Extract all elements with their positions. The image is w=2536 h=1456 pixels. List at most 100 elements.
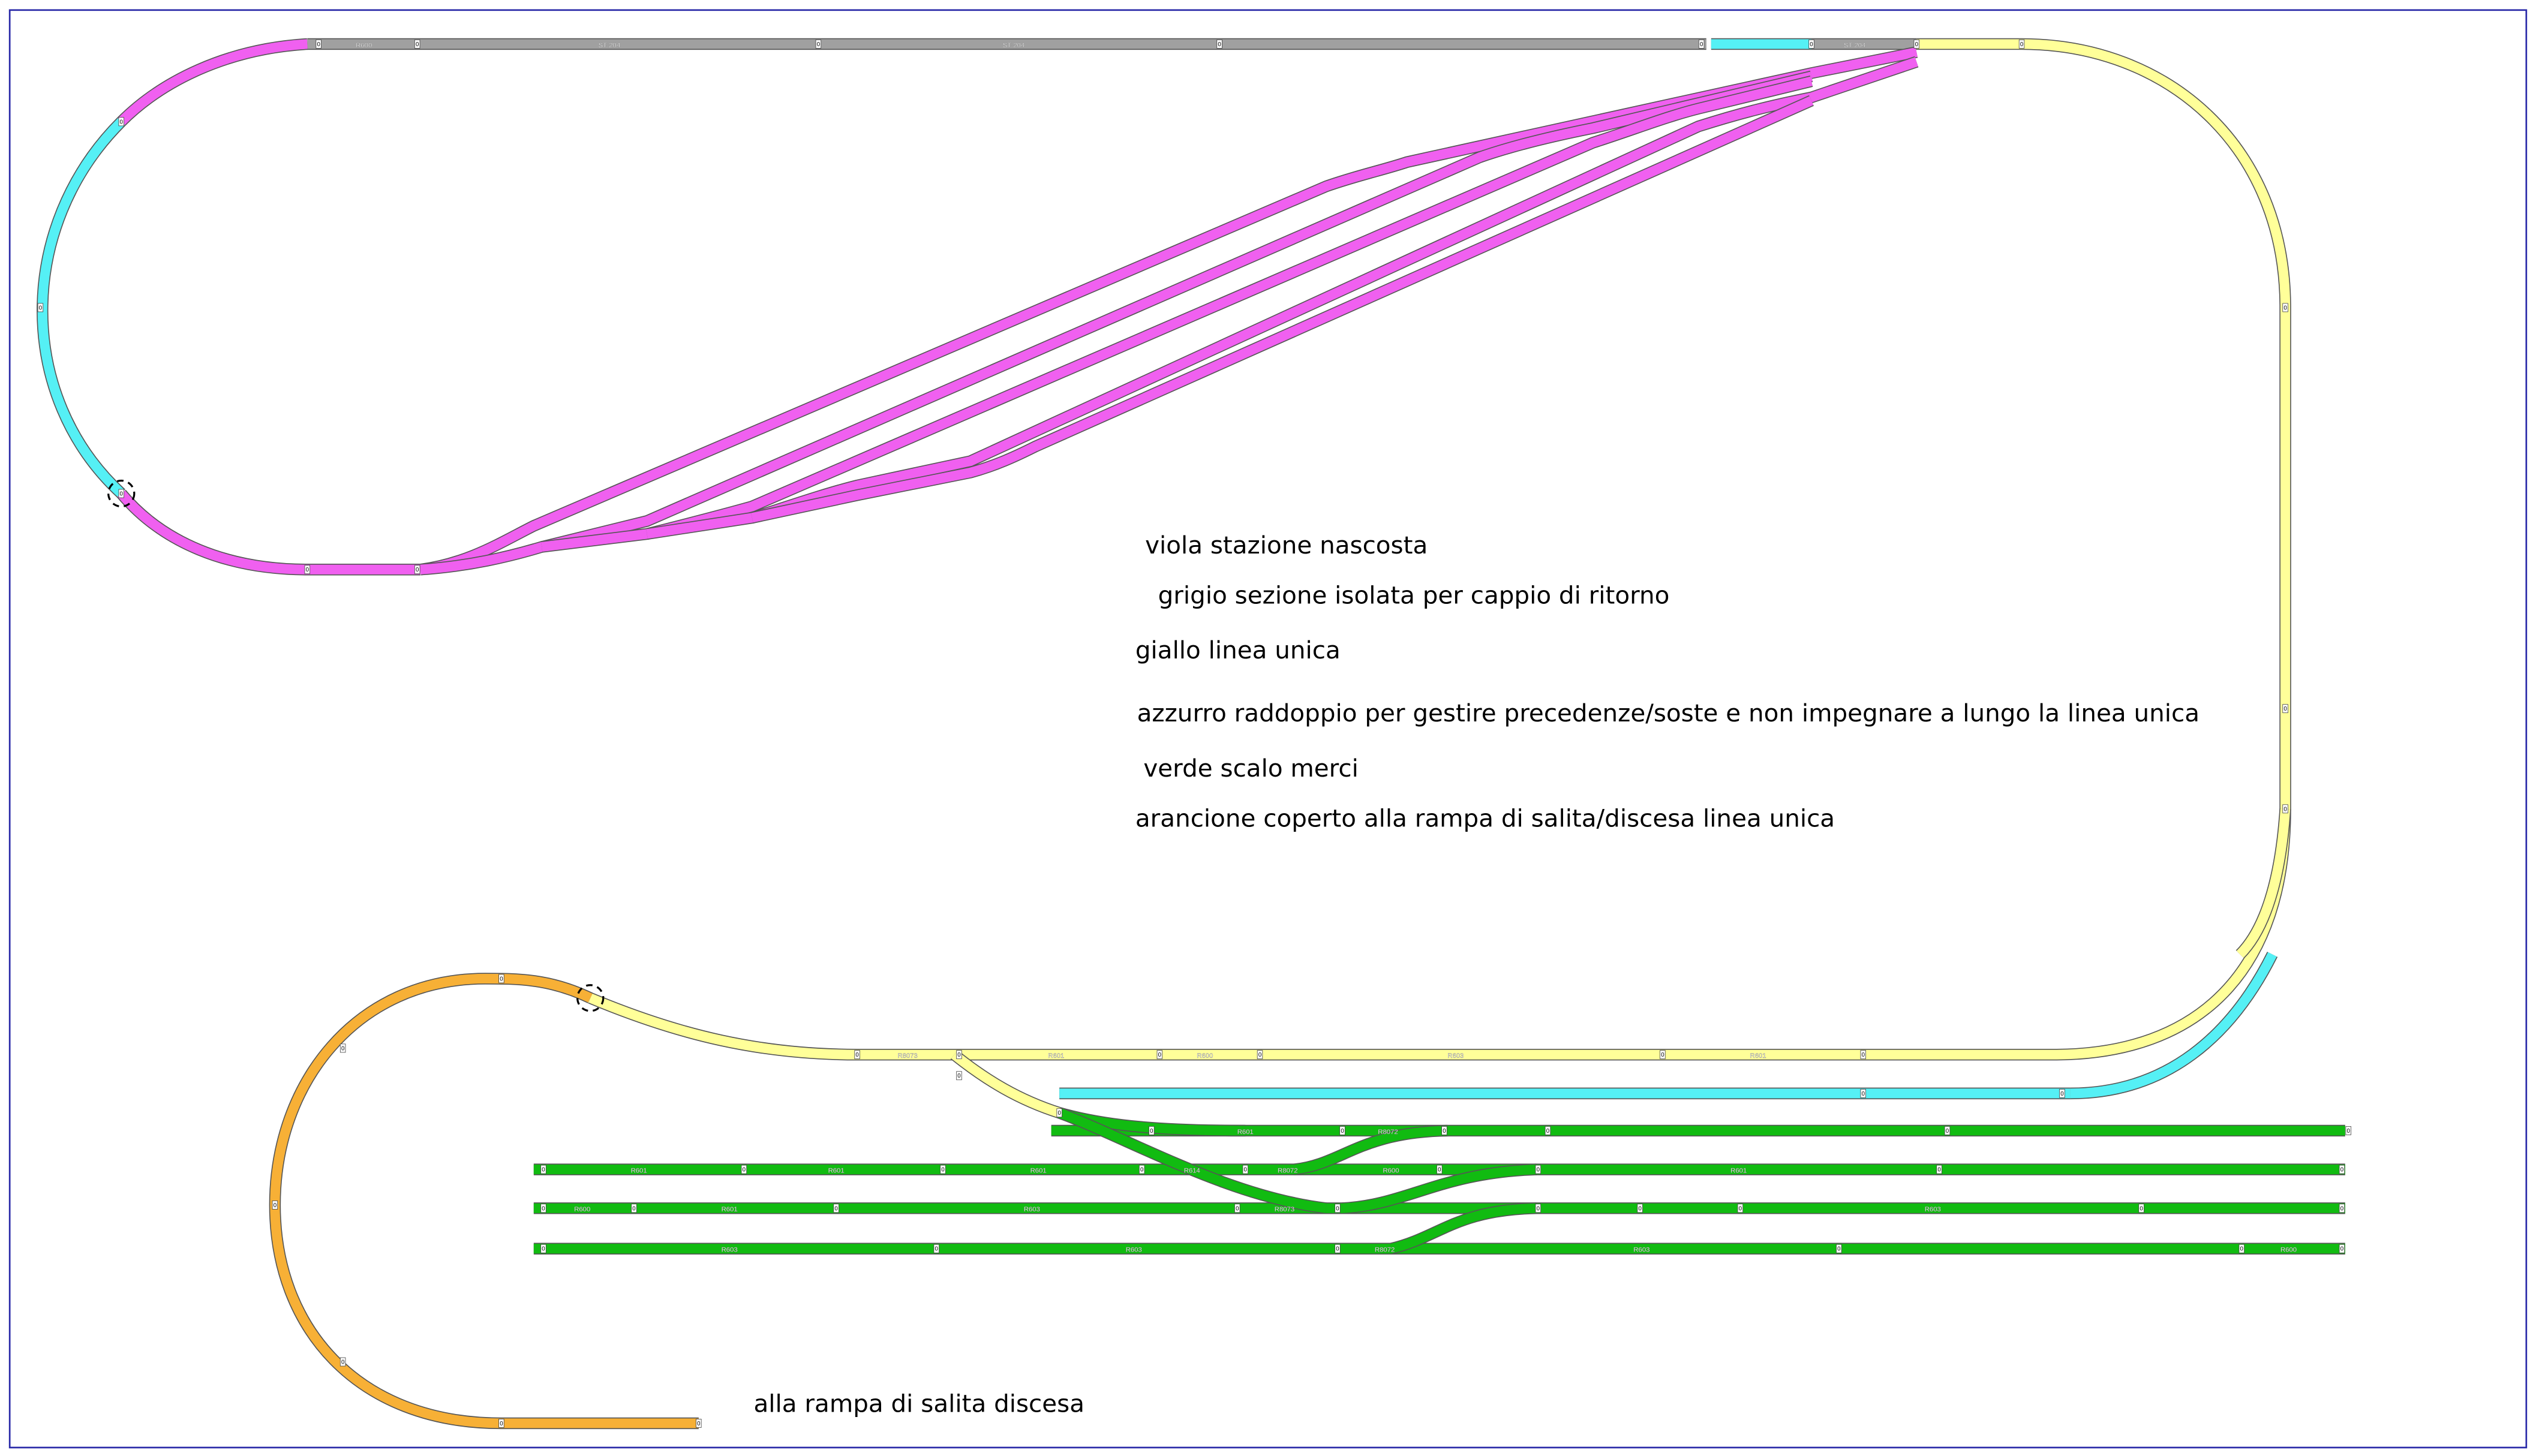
track-joint-label: 0 — [1218, 41, 1221, 48]
track-joint — [1545, 1126, 1551, 1135]
track-joint — [631, 1204, 637, 1213]
track-joint-label: 0 — [1700, 41, 1703, 48]
track-joint-label: 0 — [341, 1359, 345, 1366]
legend-viola: viola stazione nascosta — [1145, 531, 1428, 559]
track-joint — [1257, 1050, 1263, 1060]
track-label-r8072: R8072 — [1378, 1129, 1398, 1136]
track-joint — [339, 1357, 346, 1367]
track-label-r603: R603 — [1126, 1247, 1142, 1254]
track-joint — [1138, 1165, 1145, 1174]
track-joint — [1234, 1204, 1240, 1213]
track-joint — [1149, 1126, 1155, 1135]
track-label-r603: R603 — [1633, 1247, 1649, 1254]
track-labels-layer: R600 ST-204 ST-204 ST-204 R601 R600 R603… — [356, 42, 2297, 1254]
track-joint-label: 0 — [2283, 806, 2287, 813]
track-joint-label: 0 — [1537, 1167, 1540, 1174]
yard-crossover-1[interactable] — [1293, 1126, 1448, 1175]
track-joint — [414, 39, 420, 49]
track-joint-label: 0 — [317, 41, 321, 48]
track-yard-lead[interactable] — [951, 1051, 1061, 1118]
track-label-st204: ST-204 — [1844, 42, 1865, 49]
track-joint — [1737, 1204, 1744, 1213]
legend-verde: verde scalo merci — [1143, 754, 1359, 783]
tracks-layer — [37, 38, 2345, 1430]
track-joint — [1637, 1204, 1643, 1213]
track-joint-label: 0 — [1150, 1128, 1153, 1135]
track-joint-label: 0 — [1546, 1128, 1550, 1135]
track-loop-cyan[interactable] — [37, 118, 125, 497]
track-joint-label: 0 — [2283, 305, 2287, 311]
track-joint — [316, 39, 321, 49]
track-label-r603: R603 — [1024, 1206, 1040, 1213]
track-joint-label: 0 — [1661, 1052, 1664, 1058]
track-label-r601: R601 — [1730, 1168, 1747, 1175]
track-joint — [1335, 1244, 1341, 1253]
track-label-r601: R601 — [1237, 1129, 1254, 1136]
isolation-marker-icon — [576, 984, 605, 1012]
frame-border — [8, 9, 2528, 1449]
track-joint-label: 0 — [957, 1073, 961, 1079]
track-joint — [696, 1419, 702, 1428]
track-joint-label: 0 — [120, 119, 124, 125]
track-joint — [272, 1201, 278, 1210]
track-joint-label: 0 — [697, 1421, 701, 1427]
track-joint-label: 0 — [935, 1246, 939, 1253]
track-label-r600: R600 — [2280, 1247, 2297, 1254]
track-joint — [2345, 1126, 2351, 1135]
track-label-r8072: R8072 — [1375, 1247, 1395, 1254]
track-hidden-5[interactable] — [751, 96, 1814, 523]
track-label-r601: R601 — [1750, 1052, 1766, 1060]
track-joint — [2339, 1204, 2345, 1213]
track-joint-label: 0 — [1336, 1246, 1339, 1253]
track-joint-label: 0 — [1837, 1246, 1841, 1253]
track-label-r614: R614 — [1184, 1168, 1200, 1175]
track-label-r8073: R8073 — [1275, 1206, 1294, 1213]
track-single-line-branch[interactable] — [2236, 808, 2291, 958]
legend-giallo: giallo linea unica — [1135, 636, 1341, 664]
track-single-line[interactable] — [588, 39, 2291, 1060]
track-loop-violet-top[interactable] — [118, 39, 308, 125]
track-label-r8072: R8072 — [1278, 1168, 1297, 1175]
track-joint — [956, 1050, 962, 1060]
legend-arancione: arancione coperto alla rampa di salita/d… — [1135, 804, 1835, 832]
track-joint — [1437, 1165, 1443, 1174]
track-hidden-3[interactable] — [541, 76, 1813, 552]
track-joint-label: 0 — [542, 1167, 545, 1174]
track-loop-violet-bottom[interactable] — [118, 490, 421, 574]
track-joint — [2339, 1165, 2345, 1174]
isolation-marker-icon — [107, 479, 136, 508]
track-joint — [1335, 1204, 1341, 1213]
track-joint-label: 0 — [2140, 1205, 2143, 1212]
track-joint-label: 0 — [120, 491, 124, 498]
track-joint-label: 0 — [1739, 1205, 1742, 1212]
track-joint-label: 0 — [1057, 1110, 1061, 1117]
track-label-r603: R603 — [1447, 1052, 1464, 1060]
track-joint — [1056, 1108, 1062, 1118]
legend: viola stazione nascosta grigio sezione i… — [754, 531, 2200, 1418]
yard-switch-2[interactable] — [1057, 1108, 1327, 1213]
track-joint-label: 0 — [2340, 1205, 2344, 1212]
track-joint-label: 0 — [500, 976, 503, 982]
yard-crossover-3[interactable] — [1390, 1203, 1537, 1254]
track-hidden-3-outline — [541, 75, 1813, 553]
track-joint — [540, 1165, 546, 1174]
track-label-r601: R601 — [631, 1168, 647, 1175]
track-joint — [1535, 1204, 1542, 1213]
yard-crossover-2[interactable] — [1342, 1165, 1537, 1213]
ramp-note: alla rampa di salita discesa — [754, 1389, 1084, 1418]
track-joint — [2018, 39, 2025, 49]
track-joint — [1441, 1126, 1447, 1135]
track-hidden-5-outline — [750, 95, 1814, 524]
track-joint — [2138, 1204, 2144, 1213]
track-joint-label: 0 — [743, 1167, 746, 1174]
track-hidden-2-outline — [420, 70, 1813, 576]
track-label-r601: R601 — [1030, 1168, 1047, 1175]
track-joint-label: 0 — [632, 1205, 636, 1212]
track-joint — [956, 1071, 962, 1081]
track-joint — [540, 1204, 546, 1213]
track-hidden-2[interactable] — [420, 71, 1813, 574]
track-passing-curve[interactable] — [2070, 952, 2277, 1099]
track-ramp[interactable] — [270, 973, 699, 1428]
track-joint — [1242, 1165, 1248, 1174]
track-joint-label: 0 — [1862, 1091, 1865, 1097]
